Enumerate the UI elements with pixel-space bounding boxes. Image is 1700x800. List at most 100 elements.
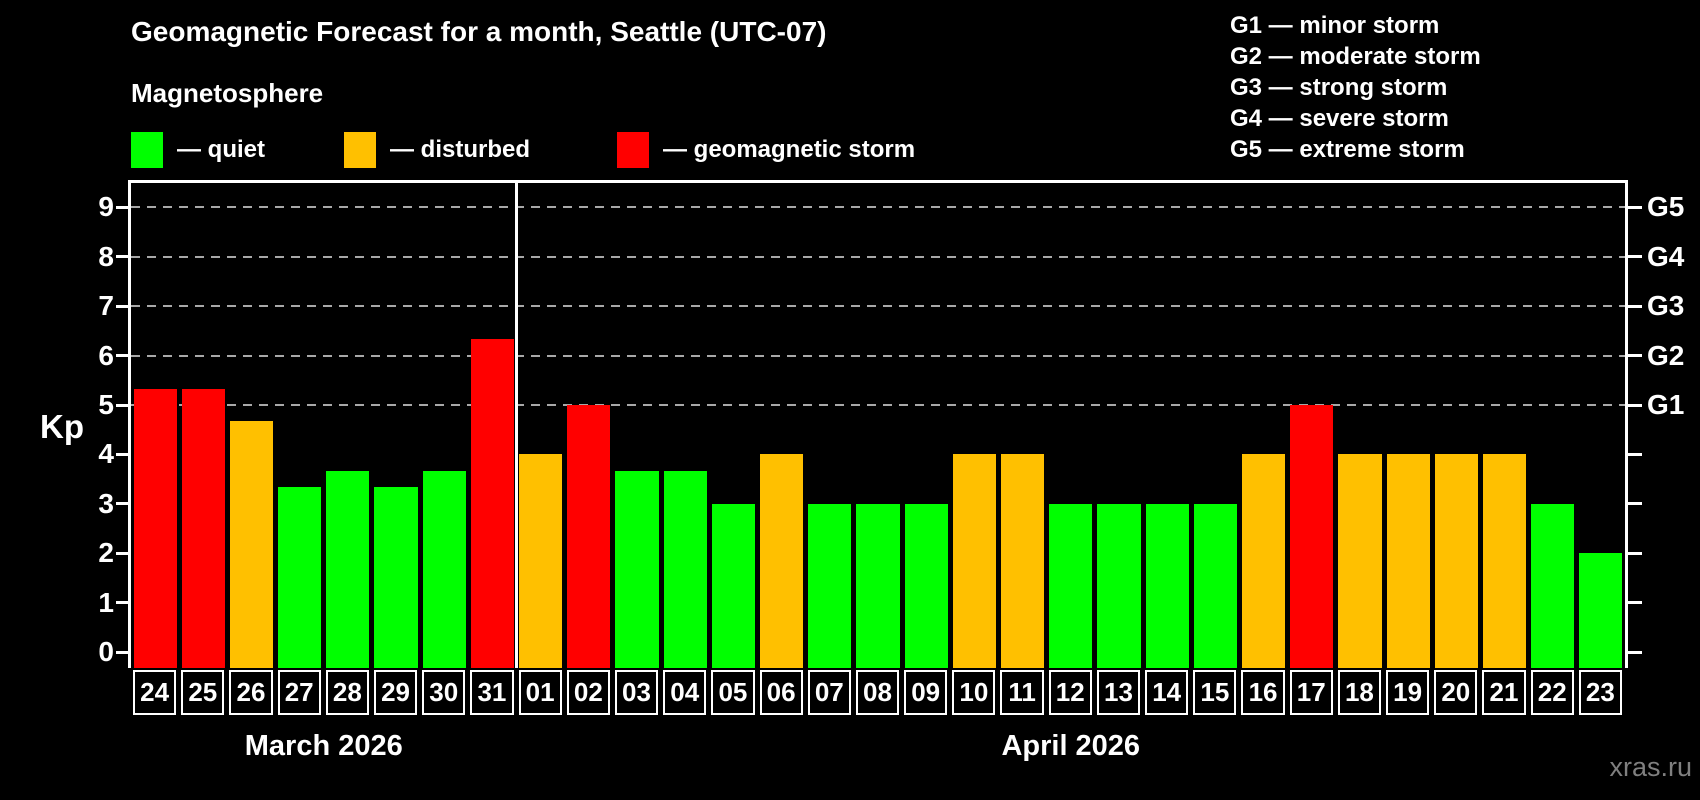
kp-bar-17: [1290, 405, 1334, 668]
kp-bar-22: [1531, 503, 1575, 668]
date-box-04: 04: [663, 670, 707, 715]
date-box-28: 28: [325, 670, 369, 715]
kp-bar-29: [374, 487, 418, 668]
right-tick-kp6: [1628, 354, 1642, 358]
kp-bar-13: [1097, 503, 1141, 668]
y-tick-label-6: 6: [98, 339, 114, 371]
date-box-29: 29: [373, 670, 418, 715]
date-box-21: 21: [1482, 670, 1526, 715]
y-tick-label-4: 4: [98, 438, 114, 470]
legend-item-storm: — geomagnetic storm: [617, 132, 915, 168]
date-box-25: 25: [181, 670, 225, 715]
quiet-label: — quiet: [177, 136, 265, 163]
gridline-kp9: [131, 206, 1625, 209]
kp-bar-19: [1386, 454, 1430, 668]
right-tick-kp0: [1628, 650, 1642, 654]
kp-bar-10: [952, 454, 996, 668]
kp-bar-31: [470, 339, 515, 668]
right-axis-label-g3: G3: [1647, 290, 1685, 322]
date-box-05: 05: [711, 670, 755, 715]
storm-label: — geomagnetic storm: [663, 136, 916, 163]
kp-bar-12: [1049, 503, 1093, 668]
left-tick-kp3: [116, 502, 129, 506]
legend-item-disturbed: — disturbed: [344, 132, 530, 168]
left-tick-kp4: [116, 452, 129, 456]
y-tick-label-7: 7: [98, 290, 114, 322]
right-tick-kp2: [1628, 551, 1642, 555]
kp-bar-18: [1338, 454, 1382, 668]
date-box-11: 11: [1000, 670, 1044, 715]
y-tick-label-5: 5: [98, 389, 114, 420]
chart-title: Geomagnetic Forecast for a month, Seattl…: [131, 16, 827, 47]
month-label-0: March 2026: [244, 730, 403, 762]
gridline-kp6: [131, 354, 1625, 357]
date-box-02: 02: [566, 670, 610, 715]
date-box-24: 24: [133, 670, 177, 715]
quiet-color-swatch: [131, 132, 163, 168]
gridline-kp8: [131, 255, 1625, 258]
kp-bar-20: [1434, 454, 1478, 668]
kp-bar-26: [229, 421, 274, 668]
date-box-13: 13: [1096, 670, 1141, 715]
y-tick-label-3: 3: [98, 487, 114, 519]
kp-bar-03: [615, 470, 659, 668]
date-box-15: 15: [1193, 670, 1237, 715]
legend-item-quiet: — quiet: [131, 132, 265, 168]
kp-bar-30: [422, 470, 466, 668]
right-axis-label-g1: G1: [1647, 389, 1685, 420]
magnetosphere-label: Magnetosphere: [131, 78, 324, 108]
left-tick-kp2: [116, 551, 129, 555]
date-box-20: 20: [1434, 670, 1478, 715]
kp-bar-28: [326, 470, 370, 668]
kp-bar-04: [663, 470, 707, 668]
right-axis-label-g4: G4: [1647, 240, 1685, 272]
date-box-18: 18: [1337, 670, 1382, 715]
g-scale-legend: G1 — minor storm G2 — moderate storm G3 …: [1230, 10, 1481, 165]
date-box-19: 19: [1386, 670, 1430, 715]
y-tick-label-2: 2: [98, 537, 114, 569]
kp-bar-01: [519, 454, 563, 668]
g4-legend-line: G4 — severe storm: [1230, 105, 1449, 132]
right-tick-kp5: [1628, 403, 1642, 407]
kp-bar-08: [856, 503, 900, 668]
month-separator-1: [515, 183, 519, 668]
date-box-03: 03: [614, 670, 659, 715]
kp-bar-14: [1145, 503, 1189, 668]
kp-bar-21: [1482, 454, 1527, 668]
kp-bar-09: [904, 503, 948, 668]
left-tick-kp6: [116, 354, 129, 358]
g5-legend-line: G5 — extreme storm: [1230, 136, 1465, 163]
gridline-kp5: [131, 404, 1625, 406]
right-tick-kp4: [1628, 452, 1642, 456]
date-box-22: 22: [1530, 670, 1574, 715]
kp-bar-16: [1241, 454, 1286, 668]
right-tick-kp8: [1628, 255, 1642, 259]
date-box-17: 17: [1289, 670, 1333, 715]
date-box-07: 07: [807, 670, 851, 715]
watermark: xras.ru: [1609, 752, 1692, 782]
y-tick-label-8: 8: [98, 240, 114, 272]
date-box-26: 26: [229, 670, 273, 715]
right-axis-label-g2: G2: [1647, 339, 1685, 371]
g3-legend-line: G3 — strong storm: [1230, 74, 1448, 101]
storm-color-swatch: [617, 132, 649, 168]
kp-bar-24: [133, 388, 177, 668]
date-box-14: 14: [1145, 670, 1189, 715]
date-box-16: 16: [1241, 670, 1285, 715]
date-box-12: 12: [1048, 670, 1092, 715]
plot-area-border: [128, 180, 1628, 668]
right-tick-kp3: [1628, 502, 1642, 506]
right-tick-kp1: [1628, 601, 1642, 605]
date-box-27: 27: [277, 670, 321, 715]
right-axis-label-g5: G5: [1647, 191, 1685, 223]
kp-bar-02: [567, 405, 611, 668]
kp-bar-11: [1000, 454, 1045, 668]
y-tick-label-9: 9: [98, 191, 114, 223]
date-box-01: 01: [518, 670, 562, 715]
date-box-09: 09: [904, 670, 948, 715]
left-tick-kp8: [116, 255, 129, 259]
right-tick-kp7: [1628, 304, 1642, 308]
right-tick-kp9: [1628, 205, 1642, 209]
